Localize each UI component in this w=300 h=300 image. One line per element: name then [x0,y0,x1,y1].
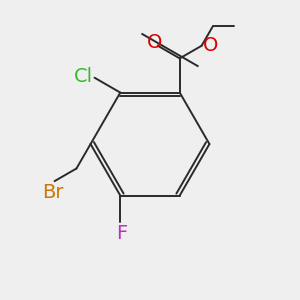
Text: O: O [203,36,218,55]
Text: F: F [116,224,128,243]
Text: Cl: Cl [74,67,93,86]
Text: Br: Br [42,183,64,202]
Text: O: O [147,33,162,52]
